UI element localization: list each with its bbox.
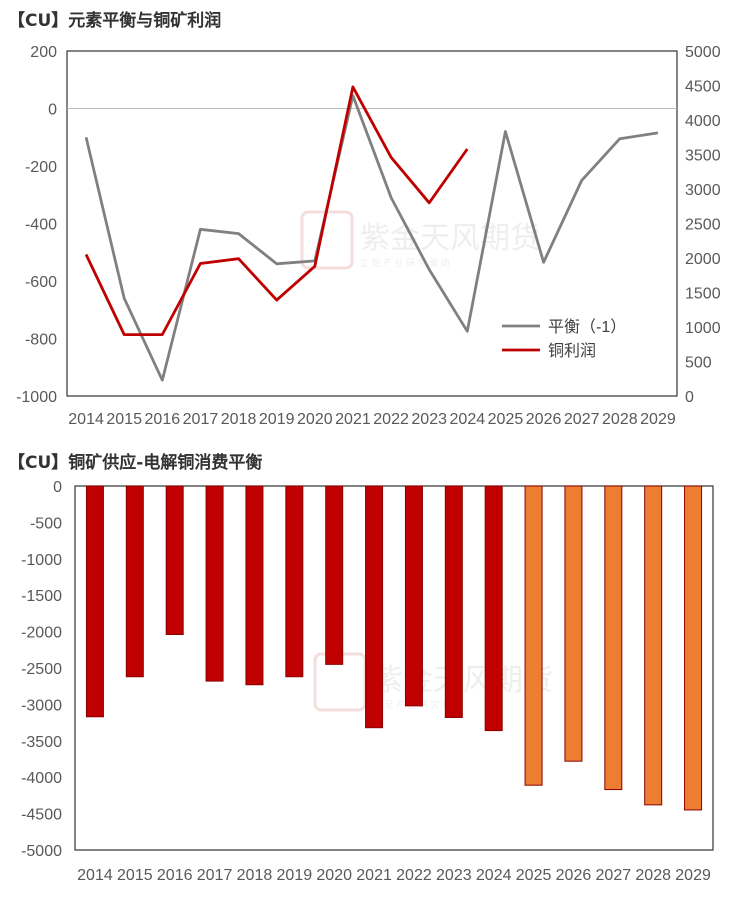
y-tick-label: -1000 (21, 552, 62, 569)
x-tick-label: 2019 (259, 411, 295, 428)
series-line-2 (84, 85, 469, 337)
bar-2017 (205, 485, 224, 682)
bar-2027 (604, 485, 623, 791)
x-tick-label: 2027 (564, 411, 600, 428)
y-right-tick-label: 1000 (685, 320, 721, 337)
y-right-tick-label: 1500 (685, 286, 721, 303)
x-tick-label: 2016 (157, 867, 193, 884)
x-tick-label: 2027 (596, 867, 632, 884)
legend-label: 平衡（-1） (548, 318, 626, 336)
x-tick-label: 2014 (77, 867, 113, 884)
y-right-tick-label: 0 (685, 389, 694, 406)
y-left-tick-label: -200 (25, 159, 57, 176)
y-tick-label: -4000 (21, 770, 62, 787)
watermark-seal (300, 210, 354, 270)
y-left-tick-label: 0 (48, 102, 57, 119)
chart-title: 【CU】铜矿供应-电解铜消费平衡 (8, 453, 263, 473)
bar-2021 (365, 485, 384, 729)
x-tick-label: 2029 (675, 867, 711, 884)
balance-profit-chart: 【CU】元素平衡与铜矿利润 紫金天风期货立 足 产 业 研 究 驱 动 200 0-… (0, 0, 734, 440)
y-right-tick-label: 3000 (685, 182, 721, 199)
plot-frame (66, 50, 678, 397)
x-tick-label: 2023 (411, 411, 447, 428)
x-tick-label: 2026 (556, 867, 592, 884)
y-tick-label: -2000 (21, 625, 62, 642)
x-tick-label: 2024 (476, 867, 512, 884)
x-tick-label: 2025 (488, 411, 524, 428)
x-tick-label: 2021 (335, 411, 371, 428)
y-right-tick-label: 500 (685, 355, 712, 372)
x-tick-label: 2020 (297, 411, 333, 428)
bar-2019 (285, 485, 304, 678)
y-tick-label: 0 (53, 479, 62, 496)
x-tick-label: 2023 (436, 867, 472, 884)
bar-2025 (524, 485, 543, 786)
y-right-tick-label: 4000 (685, 113, 721, 130)
y-left-tick-label: -600 (25, 274, 57, 291)
x-tick-label: 2017 (197, 867, 233, 884)
x-tick-label: 2014 (68, 411, 104, 428)
bar-2026 (564, 485, 583, 762)
bar-2024 (484, 485, 503, 732)
x-tick-label: 2021 (356, 867, 392, 884)
legend-label: 铜利润 (548, 342, 596, 360)
x-tick-label: 2016 (145, 411, 181, 428)
x-tick-label: 2020 (316, 867, 352, 884)
watermark-text: 紫金天风期货 (373, 664, 553, 697)
y-left-tick-label: -400 (25, 217, 57, 234)
y-tick-label: -500 (30, 515, 62, 532)
y-right-tick-label: 5000 (685, 44, 721, 61)
bar-2020 (325, 485, 344, 665)
series-line-1 (84, 94, 659, 382)
y-right-tick-label: 4500 (685, 79, 721, 96)
bar-2029 (684, 485, 703, 811)
x-tick-label: 2015 (117, 867, 153, 884)
y-left-tick-label: -800 (25, 332, 57, 349)
y-right-tick-label: 2000 (685, 251, 721, 268)
y-tick-label: -1500 (21, 588, 62, 605)
y-left-tick-label: -1000 (16, 389, 57, 406)
x-tick-label: 2022 (396, 867, 432, 884)
watermark-subtext: 立 足 产 业 研 究 驱 动 (360, 257, 450, 268)
x-tick-label: 2025 (516, 867, 552, 884)
y-right-tick-label: 2500 (685, 217, 721, 234)
bar-2015 (125, 485, 144, 678)
chart-title: 【CU】元素平衡与铜矿利润 (8, 11, 222, 31)
x-tick-label: 2024 (450, 411, 486, 428)
x-tick-label: 2018 (221, 411, 257, 428)
x-tick-label: 2026 (526, 411, 562, 428)
y-tick-label: -2500 (21, 661, 62, 678)
x-tick-label: 2022 (373, 411, 409, 428)
bar-2016 (165, 485, 184, 636)
bar-2023 (444, 485, 463, 719)
x-tick-label: 2017 (183, 411, 219, 428)
bar-2018 (245, 485, 264, 686)
y-left-tick-label: 200 (30, 44, 57, 61)
plot-frame (74, 485, 714, 851)
bar-2022 (404, 485, 423, 707)
x-tick-label: 2015 (106, 411, 142, 428)
watermark-text: 紫金天风期货 (360, 222, 540, 255)
bar-2014 (85, 485, 104, 718)
x-tick-label: 2029 (640, 411, 676, 428)
y-tick-label: -3000 (21, 697, 62, 714)
x-tick-label: 2028 (635, 867, 671, 884)
x-tick-label: 2019 (277, 867, 313, 884)
y-right-tick-label: 3500 (685, 148, 721, 165)
x-tick-label: 2028 (602, 411, 638, 428)
y-tick-label: -4500 (21, 807, 62, 824)
y-tick-label: -5000 (21, 843, 62, 860)
y-tick-label: -3500 (21, 734, 62, 751)
x-tick-label: 2018 (237, 867, 273, 884)
bar-2028 (644, 485, 663, 806)
